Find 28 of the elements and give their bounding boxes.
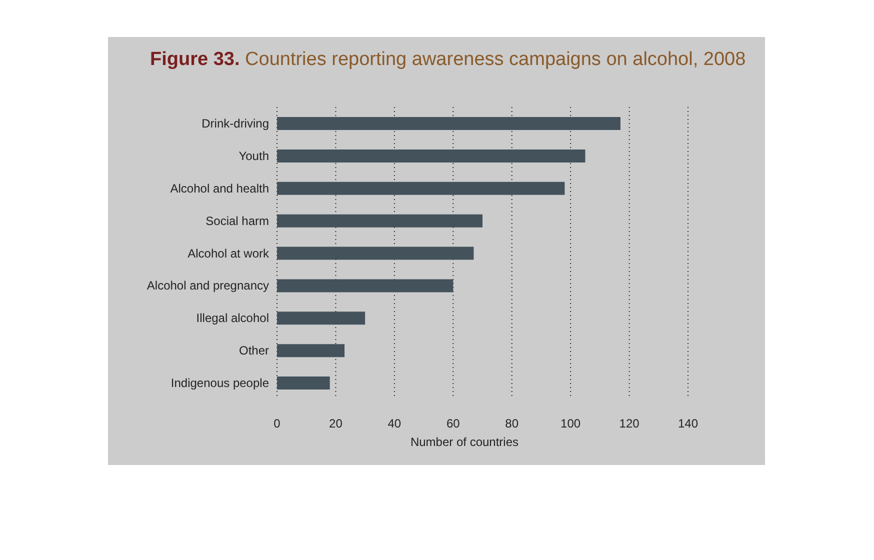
y-tick-label: Alcohol at work xyxy=(188,246,270,260)
x-tick-label: 140 xyxy=(678,416,698,431)
x-tick-label: 100 xyxy=(560,416,581,431)
bar xyxy=(277,344,345,358)
bar xyxy=(277,312,366,325)
y-tick-label: Alcohol and pregnancy xyxy=(146,278,269,293)
y-tick-label: Other xyxy=(238,344,269,358)
bar xyxy=(277,149,586,162)
y-tick-label: Drink-driving xyxy=(202,116,269,130)
x-tick-label: 120 xyxy=(619,416,640,431)
x-axis-title: Number of countries xyxy=(409,435,520,449)
x-tick-label: 40 xyxy=(388,416,402,431)
y-tick-label: Illegal alcohol xyxy=(196,311,269,326)
bar xyxy=(277,214,482,228)
x-tick-label: 60 xyxy=(446,416,460,431)
bar xyxy=(277,182,565,195)
bar xyxy=(277,376,330,390)
x-tick-label: 0 xyxy=(274,416,281,431)
y-tick-label: Social harm xyxy=(206,214,269,228)
bar xyxy=(277,246,474,260)
bar xyxy=(277,279,454,292)
y-tick-label: Indigenous people xyxy=(170,376,270,390)
bar xyxy=(277,117,620,130)
y-tick-label: Youth xyxy=(238,148,269,163)
chart-title: Figure 33. Countries reporting awareness campaigns on alcohol, 2008 xyxy=(150,49,746,70)
x-tick-label: 80 xyxy=(505,416,519,431)
x-tick-label: 20 xyxy=(329,416,343,431)
y-tick-label: Alcohol and health xyxy=(170,181,269,196)
